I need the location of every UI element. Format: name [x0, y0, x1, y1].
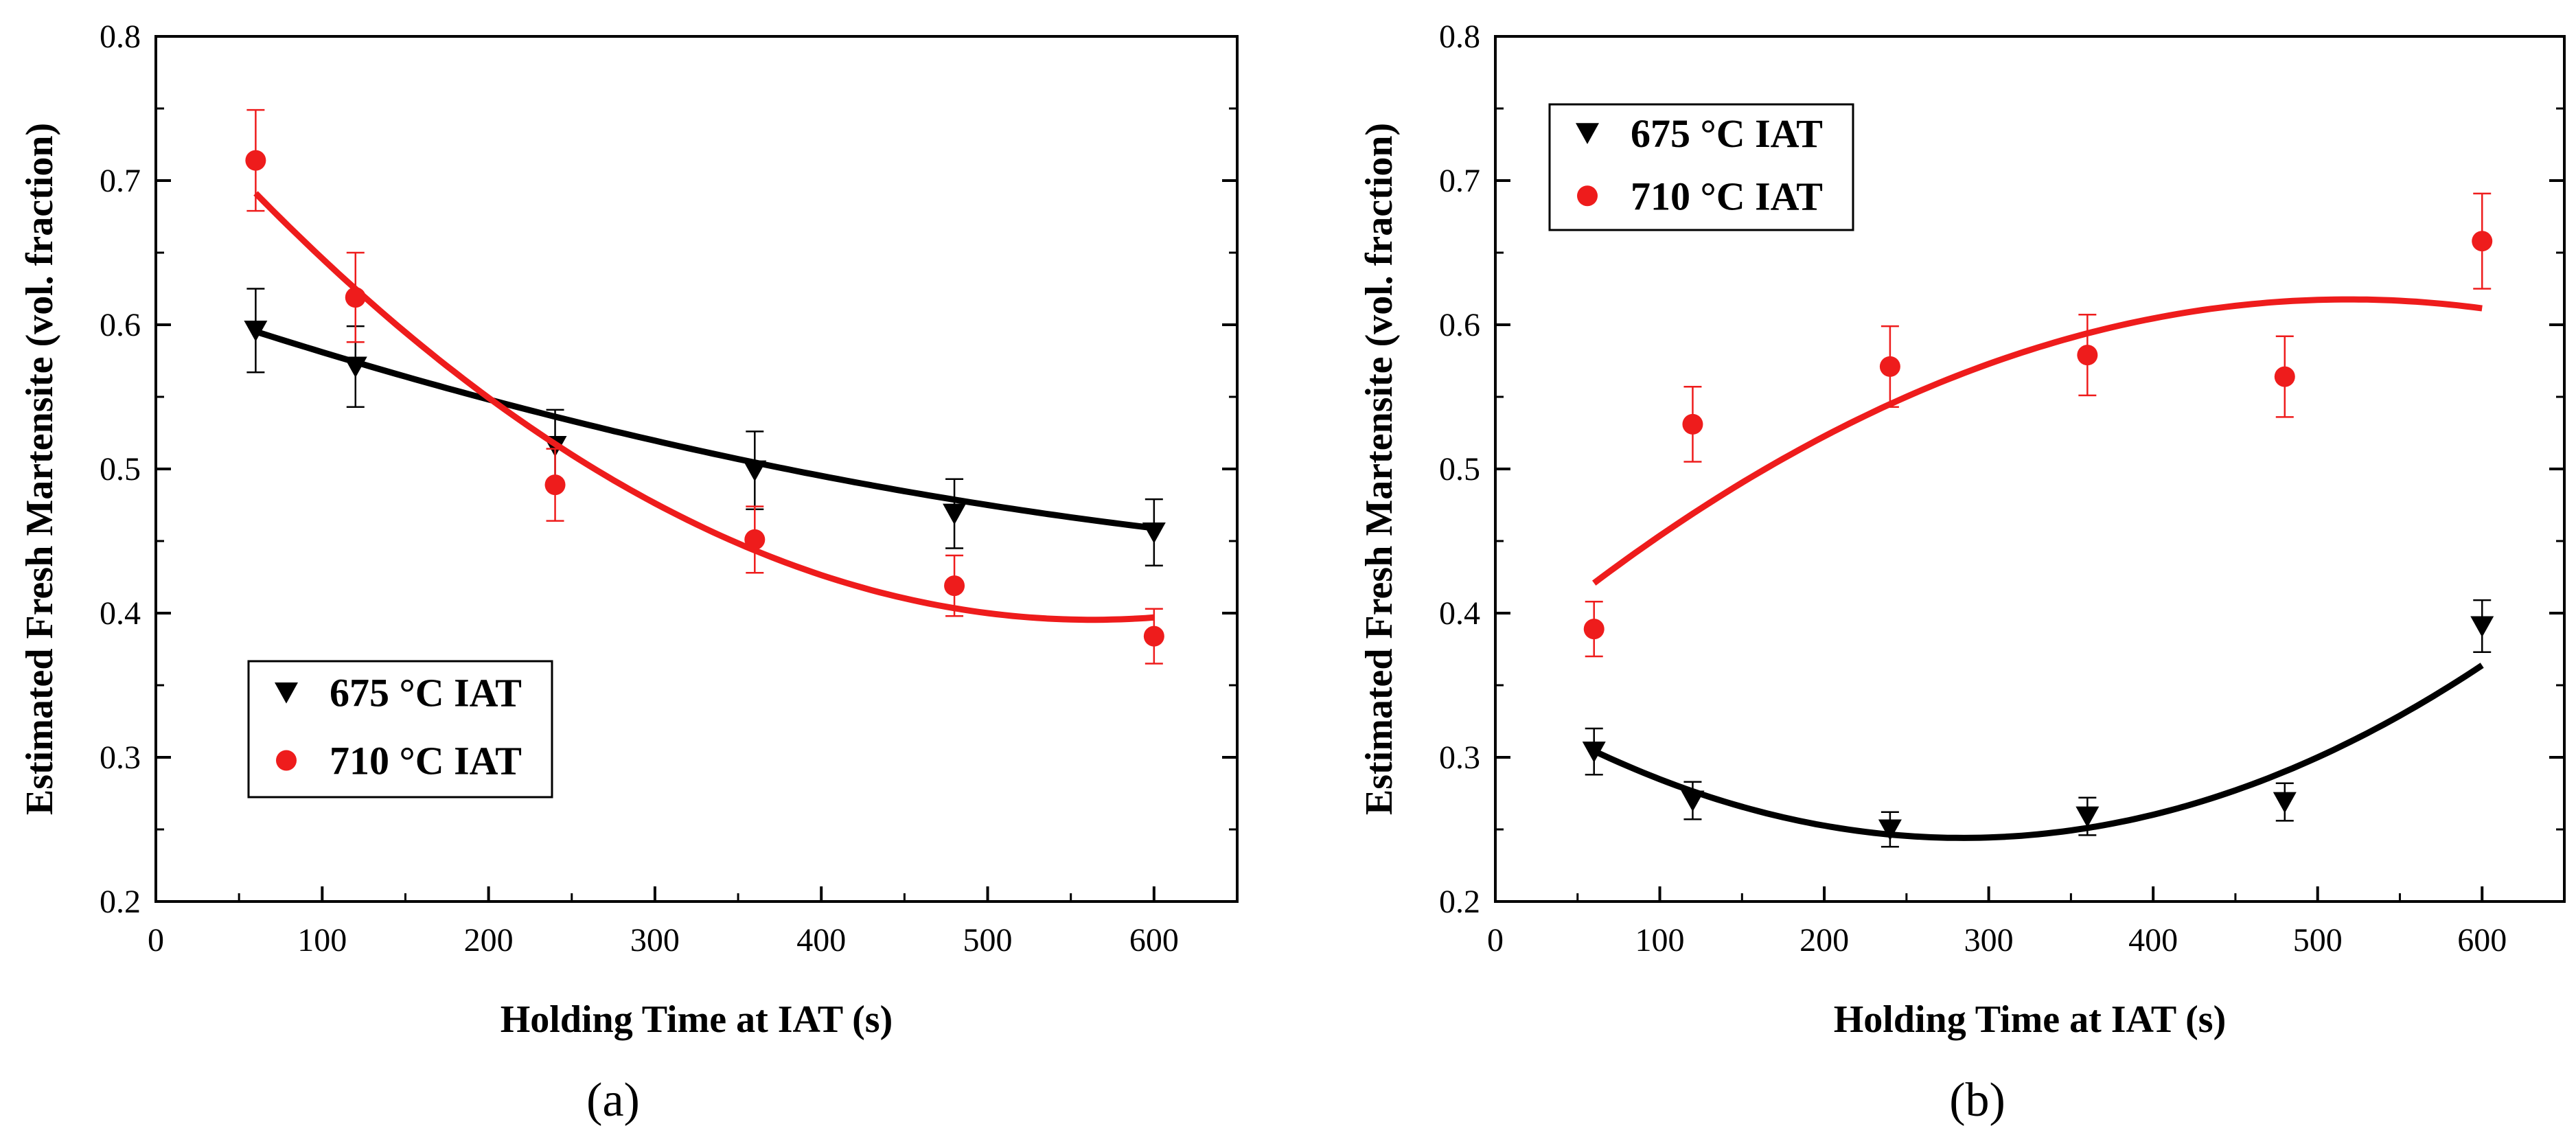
x-tick-label: 600: [1129, 922, 1179, 958]
series-710: [1583, 192, 2493, 658]
y-tick-label: 0.6: [100, 307, 141, 343]
x-tick-label: 200: [464, 922, 514, 958]
fit-curve: [255, 328, 1155, 531]
data-point: [943, 503, 967, 525]
data-point: [1582, 742, 1606, 763]
x-tick-label: 500: [963, 922, 1013, 958]
legend-marker: [1577, 185, 1598, 207]
data-point: [1879, 356, 1900, 377]
y-tick-label: 0.6: [1439, 307, 1480, 343]
y-tick-label: 0.8: [100, 19, 141, 55]
legend-label: 710 °C IAT: [330, 739, 522, 783]
legend-label: 675 °C IAT: [1631, 111, 1823, 156]
fit-curve: [1592, 663, 2484, 841]
data-point: [1681, 790, 1705, 812]
y-axis-title: Estimated Fresh Martensite (vol. fractio…: [1358, 123, 1401, 815]
data-point: [744, 529, 766, 550]
series-675: [244, 288, 1166, 566]
data-point: [1878, 819, 1902, 841]
x-tick-label: 400: [796, 922, 846, 958]
x-tick-label: 0: [1487, 922, 1504, 958]
chart-panel-b: 0 100 200 300 400 500 600 0.2 0.3 0.4 0.5 0.6 0.7 0.8…: [1358, 19, 2566, 1127]
data-point: [2472, 231, 2493, 252]
data-point: [944, 575, 965, 597]
data-point: [1583, 619, 1605, 640]
x-tick-label: 100: [1635, 922, 1685, 958]
x-tick-label: 0: [148, 922, 164, 958]
y-tick-label: 0.2: [100, 884, 141, 920]
data-point: [2075, 806, 2100, 828]
data-point: [244, 320, 268, 342]
x-tick-label: 500: [2293, 922, 2343, 958]
x-tick-label: 100: [297, 922, 347, 958]
legend-marker: [275, 682, 298, 704]
legend-box: [1548, 103, 1854, 231]
y-tick-label: 0.3: [1439, 739, 1480, 776]
data-point: [345, 287, 366, 308]
data-point: [544, 474, 566, 496]
y-tick-label: 0.8: [1439, 19, 1480, 55]
legend-label: 710 °C IAT: [1631, 174, 1823, 218]
panel-label: (a): [586, 1074, 640, 1127]
y-tick-label: 0.5: [1439, 451, 1480, 487]
data-point: [2274, 366, 2295, 387]
data-point: [1143, 625, 1164, 647]
y-tick-label: 0.3: [100, 739, 141, 776]
x-axis-title: Holding Time at IAT (s): [501, 998, 893, 1041]
data-point: [1142, 522, 1166, 544]
data-point: [2077, 345, 2098, 366]
legend-label: 675 °C IAT: [330, 671, 522, 715]
series-710: [245, 108, 1164, 665]
data-point: [2470, 616, 2494, 638]
chart-panel-a: 0 100 200 300 400 500 600 0.2 0.3 0.4 0.5 0.6 0.7 0.8…: [19, 19, 1239, 1127]
x-tick-label: 300: [630, 922, 680, 958]
x-tick-label: 400: [2128, 922, 2178, 958]
fit-curve: [253, 191, 1155, 623]
y-axis-title: Estimated Fresh Martensite (vol. fractio…: [19, 123, 61, 815]
legend-marker: [1576, 123, 1599, 144]
y-tick-label: 0.7: [1439, 163, 1480, 199]
x-axis-title: Holding Time at IAT (s): [1834, 998, 2227, 1041]
data-point: [2273, 792, 2297, 814]
y-tick-label: 0.4: [100, 595, 141, 632]
legend-marker: [276, 750, 297, 771]
y-tick-label: 0.7: [100, 163, 141, 199]
x-tick-label: 300: [1964, 922, 2014, 958]
x-tick-label: 600: [2457, 922, 2507, 958]
data-point: [245, 150, 266, 171]
legend: 675 °C IAT 710 °C IAT: [247, 660, 553, 799]
panel-label: (b): [1949, 1074, 2005, 1127]
y-tick-label: 0.2: [1439, 884, 1480, 920]
x-tick-label: 200: [1799, 922, 1849, 958]
y-tick-label: 0.4: [1439, 595, 1480, 632]
y-tick-label: 0.5: [100, 451, 141, 487]
legend: 675 °C IAT 710 °C IAT: [1548, 103, 1854, 231]
data-point: [1682, 413, 1703, 435]
legend-box: [247, 660, 553, 799]
data-point: [743, 460, 767, 482]
fit-curve: [1592, 296, 2483, 586]
data-point: [343, 356, 367, 378]
series-675: [1582, 599, 2494, 848]
